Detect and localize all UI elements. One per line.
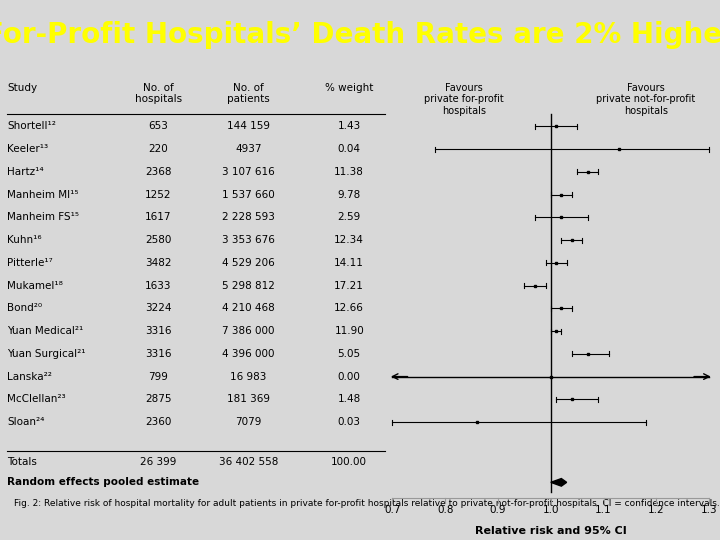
Text: 3 107 616: 3 107 616 (222, 167, 275, 177)
Text: 4 529 206: 4 529 206 (222, 258, 275, 268)
Text: Manheim MI¹⁵: Manheim MI¹⁵ (7, 190, 78, 200)
Text: 144 159: 144 159 (227, 122, 270, 131)
Text: Hartz¹⁴: Hartz¹⁴ (7, 167, 44, 177)
Text: Bond²⁰: Bond²⁰ (7, 303, 42, 313)
Text: 11.38: 11.38 (334, 167, 364, 177)
Text: Manheim FS¹⁵: Manheim FS¹⁵ (7, 212, 79, 222)
Text: Shortell¹²: Shortell¹² (7, 122, 56, 131)
Text: Favours
private for-profit
hospitals: Favours private for-profit hospitals (424, 83, 503, 116)
Text: 0.03: 0.03 (338, 417, 361, 427)
Text: 12.34: 12.34 (334, 235, 364, 245)
Text: 4 396 000: 4 396 000 (222, 349, 274, 359)
Text: 220: 220 (148, 144, 168, 154)
Text: 5 298 812: 5 298 812 (222, 281, 275, 291)
Text: 1.3: 1.3 (701, 505, 718, 515)
Text: 7079: 7079 (235, 417, 261, 427)
Text: Totals: Totals (7, 457, 37, 467)
Text: 2 228 593: 2 228 593 (222, 212, 275, 222)
Text: Yuan Medical²¹: Yuan Medical²¹ (7, 326, 84, 336)
Text: 16 983: 16 983 (230, 372, 266, 382)
Text: 14.11: 14.11 (334, 258, 364, 268)
Text: Kuhn¹⁶: Kuhn¹⁶ (7, 235, 42, 245)
Text: Relative risk and 95% CI: Relative risk and 95% CI (475, 526, 626, 536)
Text: 3316: 3316 (145, 326, 171, 336)
Text: 1.2: 1.2 (648, 505, 665, 515)
Text: 0.8: 0.8 (437, 505, 454, 515)
Text: 26 399: 26 399 (140, 457, 176, 467)
Text: 3316: 3316 (145, 349, 171, 359)
Text: Fig. 2: Relative risk of hospital mortality for adult patients in private for-pr: Fig. 2: Relative risk of hospital mortal… (14, 499, 720, 508)
Text: 0.04: 0.04 (338, 144, 361, 154)
Text: 36 402 558: 36 402 558 (219, 457, 278, 467)
Text: 0.00: 0.00 (338, 372, 361, 382)
Text: 1 537 660: 1 537 660 (222, 190, 275, 200)
Text: 1.1: 1.1 (595, 505, 612, 515)
Text: McClellan²³: McClellan²³ (7, 394, 66, 404)
Text: 0.7: 0.7 (384, 505, 400, 515)
Text: 1633: 1633 (145, 281, 171, 291)
Text: Mukamel¹⁸: Mukamel¹⁸ (7, 281, 63, 291)
Text: 1252: 1252 (145, 190, 171, 200)
Text: 3482: 3482 (145, 258, 171, 268)
Text: 0.9: 0.9 (490, 505, 506, 515)
Polygon shape (551, 478, 567, 486)
Text: 5.05: 5.05 (338, 349, 361, 359)
Text: 181 369: 181 369 (227, 394, 270, 404)
Text: 1.0: 1.0 (543, 505, 559, 515)
Text: Random effects pooled estimate: Random effects pooled estimate (7, 477, 199, 487)
Text: No. of
patients: No. of patients (227, 83, 270, 104)
Text: 4 210 468: 4 210 468 (222, 303, 275, 313)
Text: 653: 653 (148, 122, 168, 131)
Text: 2360: 2360 (145, 417, 171, 427)
Text: Study: Study (7, 83, 37, 93)
Text: Lanska²²: Lanska²² (7, 372, 52, 382)
Text: % weight: % weight (325, 83, 374, 93)
Text: Favours
private not-for-profit
hospitals: Favours private not-for-profit hospitals (596, 83, 696, 116)
Text: 2875: 2875 (145, 394, 171, 404)
Text: 1617: 1617 (145, 212, 171, 222)
Text: 3 353 676: 3 353 676 (222, 235, 275, 245)
Text: 9.78: 9.78 (338, 190, 361, 200)
Text: 4937: 4937 (235, 144, 261, 154)
Text: 2580: 2580 (145, 235, 171, 245)
Text: Yuan Surgical²¹: Yuan Surgical²¹ (7, 349, 86, 359)
Text: Keeler¹³: Keeler¹³ (7, 144, 48, 154)
Text: 17.21: 17.21 (334, 281, 364, 291)
Text: For-Profit Hospitals’ Death Rates are 2% Higher: For-Profit Hospitals’ Death Rates are 2%… (0, 21, 720, 49)
Text: 100.00: 100.00 (331, 457, 367, 467)
Text: 12.66: 12.66 (334, 303, 364, 313)
Text: 1.48: 1.48 (338, 394, 361, 404)
Text: No. of
hospitals: No. of hospitals (135, 83, 182, 104)
Text: 1.43: 1.43 (338, 122, 361, 131)
Text: Pitterle¹⁷: Pitterle¹⁷ (7, 258, 53, 268)
Text: 2368: 2368 (145, 167, 171, 177)
Text: 2.59: 2.59 (338, 212, 361, 222)
Text: Sloan²⁴: Sloan²⁴ (7, 417, 45, 427)
Text: 11.90: 11.90 (334, 326, 364, 336)
Text: 3224: 3224 (145, 303, 171, 313)
Text: 7 386 000: 7 386 000 (222, 326, 274, 336)
Text: 799: 799 (148, 372, 168, 382)
